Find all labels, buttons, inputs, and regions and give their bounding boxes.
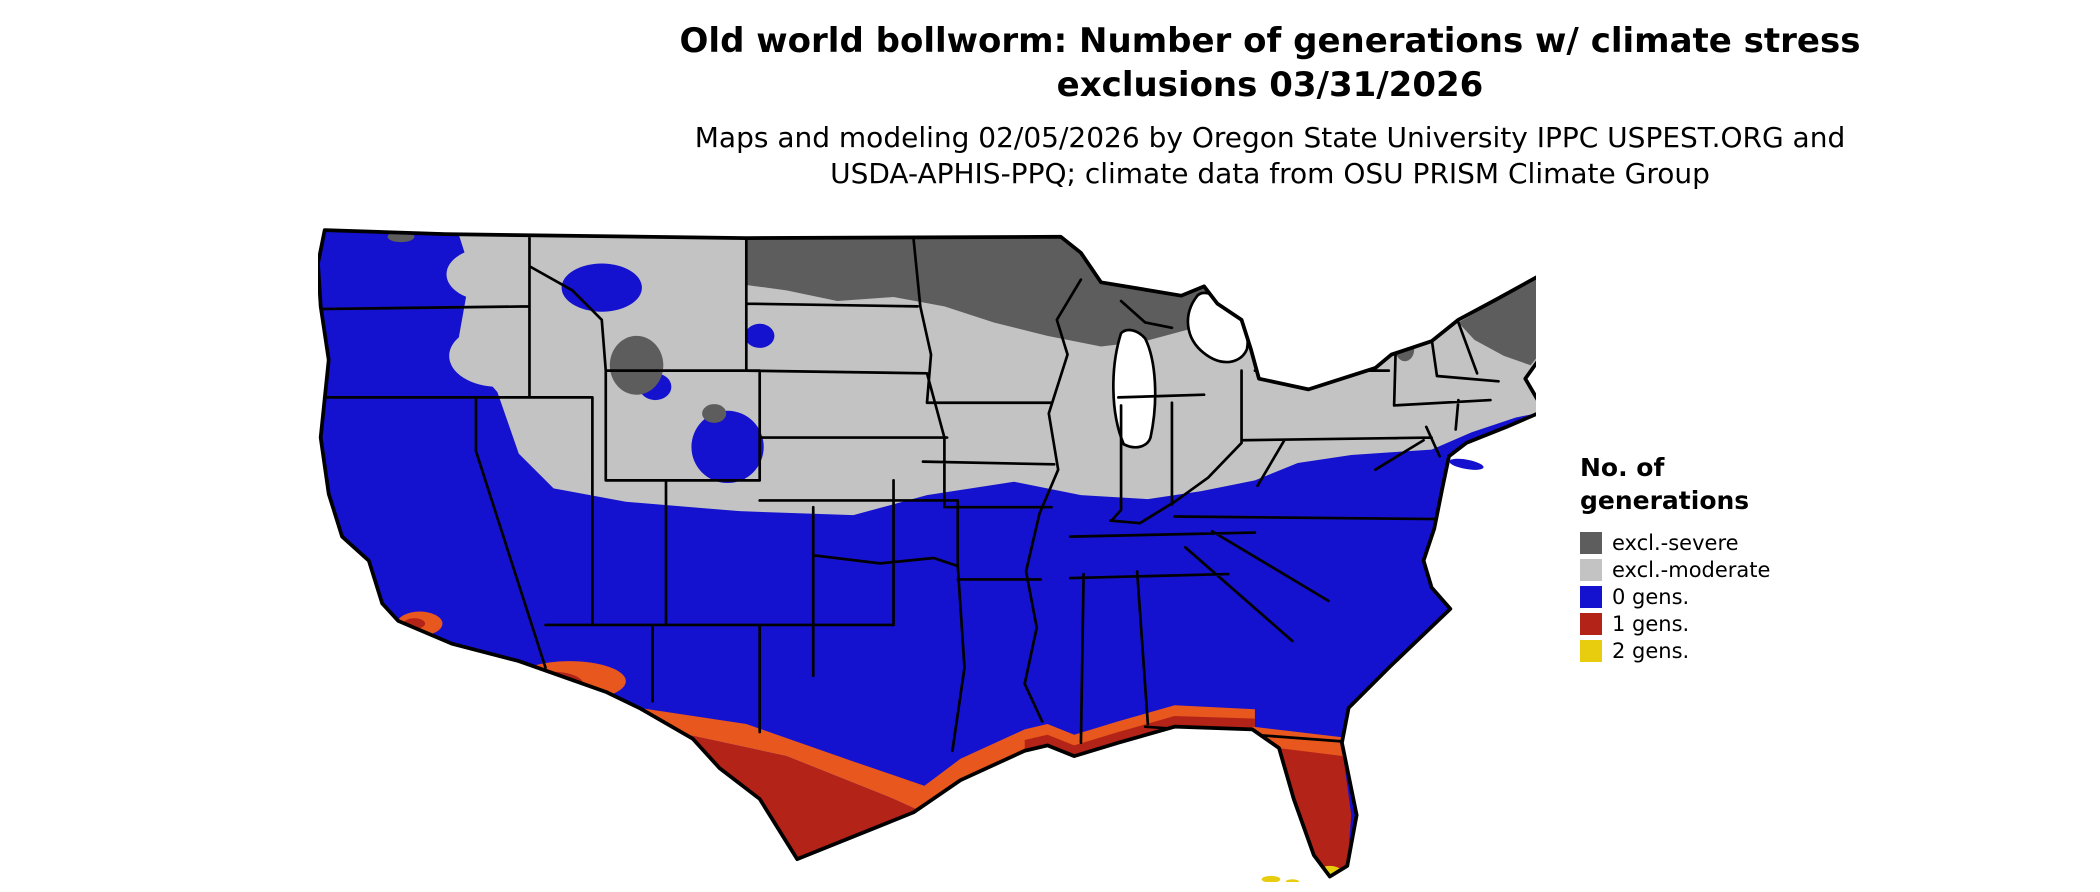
legend-label-1-gens: 1 gens. bbox=[1612, 611, 1690, 636]
region-transition-texas bbox=[639, 707, 948, 813]
legend-swatch-0-gens bbox=[1580, 585, 1602, 608]
region-1-gens-florida bbox=[1257, 745, 1352, 877]
legend-item-excl-severe: excl.-severe bbox=[1580, 529, 1770, 556]
region-excl-moderate-east-wa bbox=[446, 247, 533, 302]
legend-item-1-gens: 1 gens. bbox=[1580, 610, 1770, 637]
page-subtitle: Maps and modeling 02/05/2026 by Oregon S… bbox=[440, 120, 2100, 193]
region-transition-gulf bbox=[917, 705, 1255, 810]
region-2-gens-florida-keys-2 bbox=[1285, 879, 1300, 882]
legend-swatch-2-gens bbox=[1580, 639, 1602, 662]
region-excl-moderate-ne-nv bbox=[564, 397, 634, 457]
legend-title-line-1: No. of bbox=[1580, 453, 1665, 482]
us-outline bbox=[318, 228, 1536, 879]
region-2-gens-florida-keys bbox=[1261, 875, 1281, 882]
legend-label-excl-severe: excl.-severe bbox=[1612, 530, 1739, 555]
legend: No. of generations excl.-severe excl.-mo… bbox=[1580, 452, 1770, 664]
region-0-gens-bighorns bbox=[744, 323, 775, 348]
subtitle-line-2: USDA-APHIS-PPQ; climate data from OSU PR… bbox=[830, 157, 1710, 191]
us-map-svg bbox=[318, 228, 1536, 882]
legend-label-0-gens: 0 gens. bbox=[1612, 584, 1690, 609]
legend-title-line-2: generations bbox=[1580, 485, 1750, 515]
region-excl-severe-north bbox=[746, 236, 1218, 347]
legend-item-excl-moderate: excl.-moderate bbox=[1580, 556, 1770, 583]
region-0-gens-west-mt bbox=[561, 263, 642, 312]
region-excl-moderate-ut bbox=[608, 453, 662, 497]
legend-label-2-gens: 2 gens. bbox=[1612, 638, 1690, 663]
page-title: Old world bollworm: Number of generation… bbox=[440, 20, 2100, 107]
region-0-gens-co-rockies bbox=[691, 410, 764, 484]
subtitle-line-1: Maps and modeling 02/05/2026 by Oregon S… bbox=[694, 121, 1846, 154]
region-1-gens-s-arizona bbox=[524, 671, 584, 696]
legend-item-0-gens: 0 gens. bbox=[1580, 583, 1770, 610]
lake-michigan bbox=[1112, 328, 1157, 449]
legend-title: No. of generations bbox=[1580, 452, 1770, 517]
state-borders bbox=[318, 236, 1500, 753]
long-island bbox=[1449, 458, 1484, 470]
map-fill-layers bbox=[318, 230, 1536, 877]
region-excl-severe-co-wy bbox=[702, 404, 727, 423]
title-line-2: exclusions 03/31/2026 bbox=[1056, 64, 1484, 105]
region-1-gens-texas bbox=[687, 734, 923, 860]
region-excl-severe-maine bbox=[1458, 274, 1536, 366]
legend-swatch-excl-severe bbox=[1580, 531, 1602, 554]
legend-swatch-excl-moderate bbox=[1580, 558, 1602, 581]
legend-label-excl-moderate: excl.-moderate bbox=[1612, 557, 1771, 582]
region-excl-severe-idaho bbox=[609, 335, 664, 395]
region-excl-moderate-east-or bbox=[449, 325, 546, 387]
legend-items: excl.-severe excl.-moderate 0 gens. 1 ge… bbox=[1580, 529, 1770, 664]
us-generations-map bbox=[318, 226, 1536, 882]
legend-item-2-gens: 2 gens. bbox=[1580, 637, 1770, 664]
legend-swatch-1-gens bbox=[1580, 612, 1602, 635]
title-line-1: Old world bollworm: Number of generation… bbox=[679, 21, 1861, 61]
